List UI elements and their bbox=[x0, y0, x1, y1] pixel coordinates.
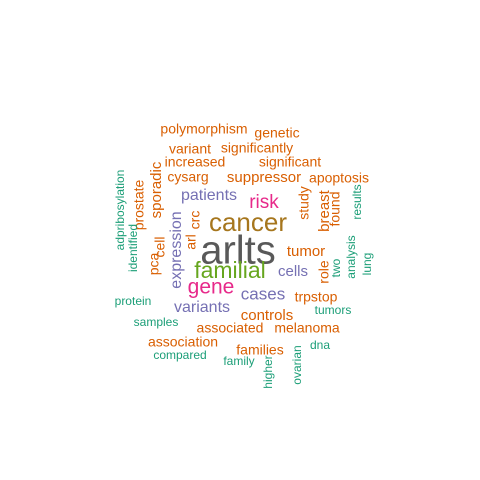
word-role: role bbox=[316, 260, 332, 284]
word-association: association bbox=[148, 334, 218, 350]
word-cells: cells bbox=[278, 263, 308, 280]
word-identified: identified bbox=[126, 224, 140, 272]
word-risk: risk bbox=[249, 192, 279, 213]
word-compared: compared bbox=[153, 348, 206, 362]
word-study: study bbox=[296, 186, 312, 219]
word-significant: significant bbox=[259, 154, 321, 170]
word-lung: lung bbox=[360, 253, 374, 276]
word-associated: associated bbox=[197, 320, 264, 336]
word-protein: protein bbox=[115, 294, 152, 308]
word-adpribosylation: adpribosylation bbox=[113, 170, 127, 251]
word-tumors: tumors bbox=[315, 303, 352, 317]
word-arl: arl bbox=[183, 234, 199, 250]
word-polymorphism: polymorphism bbox=[160, 121, 247, 137]
word-familial: familial bbox=[194, 257, 266, 283]
word-gene: gene bbox=[188, 276, 235, 299]
word-cell: cell bbox=[152, 236, 168, 257]
word-crc: crc bbox=[187, 211, 203, 230]
word-results: results bbox=[350, 184, 364, 219]
word-patients: patients bbox=[181, 187, 237, 204]
word-genetic: genetic bbox=[254, 125, 299, 141]
word-variant: variant bbox=[169, 141, 211, 157]
word-melanoma: melanoma bbox=[274, 320, 340, 336]
word-trpstop: trpstop bbox=[295, 289, 338, 305]
word-found: found bbox=[327, 191, 343, 226]
word-suppressor: suppressor bbox=[227, 169, 301, 186]
word-family: family bbox=[223, 354, 254, 368]
word-cases: cases bbox=[241, 284, 285, 303]
word-analysis: analysis bbox=[344, 235, 358, 278]
word-sporadic: sporadic bbox=[148, 161, 165, 218]
word-apoptosis: apoptosis bbox=[309, 170, 369, 186]
word-prostate: prostate bbox=[131, 179, 147, 230]
word-cysarg: cysarg bbox=[167, 169, 208, 185]
word-cancer: cancer bbox=[209, 207, 287, 237]
word-two: two bbox=[329, 258, 343, 277]
word-pca: pca bbox=[146, 253, 162, 276]
word-variants: variants bbox=[174, 299, 230, 316]
word-increased: increased bbox=[165, 154, 226, 170]
word-tumor: tumor bbox=[287, 243, 325, 260]
word-breast: breast bbox=[316, 189, 333, 232]
word-dna: dna bbox=[310, 338, 330, 352]
word-higher: higher bbox=[261, 355, 275, 388]
word-expression: expression bbox=[168, 211, 185, 288]
word-ovarian: ovarian bbox=[290, 345, 304, 384]
word-families: families bbox=[236, 342, 283, 358]
word-samples: samples bbox=[134, 315, 179, 329]
word-arlts: arlts bbox=[200, 229, 276, 273]
word-controls: controls bbox=[241, 307, 294, 324]
word-significantly: significantly bbox=[221, 140, 293, 156]
